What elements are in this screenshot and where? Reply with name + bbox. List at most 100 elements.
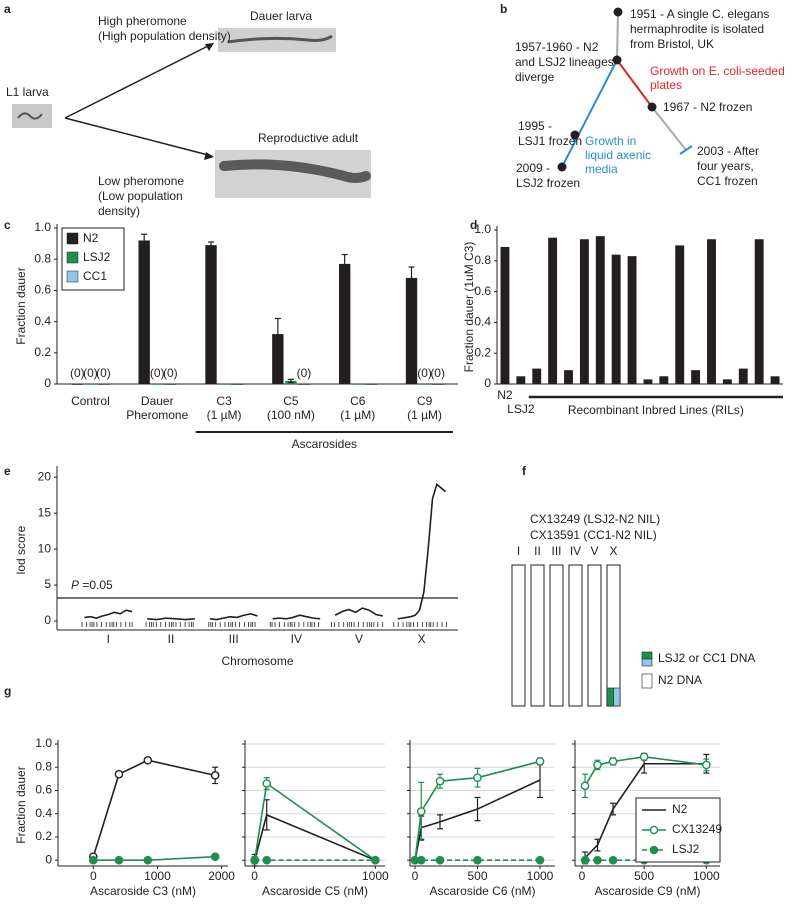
point — [608, 855, 618, 865]
point — [250, 855, 259, 865]
y-tick-label: 0 — [484, 376, 491, 390]
bar — [364, 383, 377, 386]
y-tick-label: 0.2 — [34, 345, 51, 359]
point — [580, 781, 590, 791]
legend-swatch — [66, 232, 79, 245]
legend-label: LSJ2 — [83, 250, 111, 264]
arrow — [64, 43, 213, 119]
value-label: (0) — [417, 366, 432, 380]
x-tick-label: Dauer — [141, 394, 174, 408]
lod-profile — [209, 612, 258, 621]
chromosome — [549, 564, 564, 707]
lineage-branch — [561, 59, 618, 168]
y-tick-label: 1.0 — [474, 222, 491, 236]
point — [435, 776, 445, 786]
y-tick-label: 0.4 — [474, 315, 491, 329]
x-tick-label: (1 µM) — [407, 408, 442, 422]
x-tick-label: C3 — [216, 394, 232, 408]
dauer-worm — [227, 34, 333, 44]
value-label: (0) — [163, 366, 178, 380]
bar — [231, 383, 244, 386]
bar — [84, 384, 97, 385]
event-label: diverge — [515, 70, 555, 84]
series-line — [584, 755, 707, 787]
series-line — [93, 855, 216, 861]
y-tick-label: 15 — [38, 505, 52, 519]
event-label: 1951 - A single C. elegans — [630, 7, 769, 21]
lineage-node — [613, 7, 623, 17]
value-label: (0) — [96, 366, 111, 380]
bar — [164, 383, 177, 386]
x-axis-label: Ascaroside C9 (nM) — [594, 884, 700, 898]
event-label: LSJ2 frozen — [516, 176, 580, 190]
bar — [595, 236, 605, 384]
bar — [272, 334, 284, 384]
legend-label: N2 — [672, 802, 688, 816]
lod-profile — [147, 617, 195, 621]
x-axis-label: Ascaroside C3 (nM) — [90, 884, 196, 898]
event-label: 2003 - After — [697, 144, 759, 158]
y-tick-label: 0.4 — [34, 314, 51, 328]
legend-swatch — [66, 270, 79, 283]
x-tick-label: II — [168, 632, 175, 646]
lineage-branch — [651, 106, 687, 151]
bar — [151, 384, 163, 385]
point — [262, 779, 272, 788]
point — [210, 771, 220, 780]
point — [416, 855, 426, 865]
event-label: CC1 frozen — [697, 174, 758, 188]
point — [608, 757, 618, 766]
x-tick-label: 0 — [251, 869, 258, 883]
bar — [516, 376, 526, 384]
point — [143, 755, 153, 765]
x-axis-label: Ascaroside C6 (nM) — [429, 884, 535, 898]
y-tick-label: 1.0 — [35, 736, 52, 750]
bar — [138, 240, 150, 384]
strain-label: CX13591 (CC1-N2 NIL) — [530, 528, 657, 542]
lineage-node — [570, 130, 580, 140]
strain-label: CX13249 (LSJ2-N2 NIL) — [530, 512, 660, 526]
legend-label: CX13249 — [672, 822, 722, 836]
x-tick-label: 1000 — [693, 869, 720, 883]
legend-marker — [649, 825, 659, 835]
y-tick-label: 20 — [38, 469, 52, 483]
x-tick-label: 0 — [412, 869, 419, 883]
legend-swatch — [641, 673, 653, 689]
y-tick-label: 0.8 — [474, 253, 491, 267]
y-tick-label: 0.6 — [34, 283, 51, 297]
chromosome-label: V — [590, 544, 598, 558]
y-axis-label: Fraction dauer (1uM C3) — [462, 242, 476, 373]
threshold-symbol: P — [71, 578, 79, 592]
chromosome-label: X — [609, 544, 617, 558]
x-tick-label: Control — [71, 394, 110, 408]
threshold-label: P =0.05 — [71, 578, 113, 592]
condition-label: plates — [650, 78, 682, 92]
y-tick-label: 0 — [45, 852, 52, 866]
bar — [564, 370, 573, 384]
lod-profile — [272, 614, 321, 620]
legend-marker — [649, 845, 659, 855]
x-tick-label: LSJ2 — [507, 402, 535, 416]
x-tick-label: 500 — [634, 869, 654, 883]
lod-profile — [334, 607, 383, 617]
panel-label: g — [4, 684, 11, 698]
condition-label: media — [585, 162, 618, 176]
condition-label: liquid axenic — [585, 148, 651, 162]
bar — [722, 379, 732, 384]
x-tick-label: C6 — [350, 394, 366, 408]
group-label: Recombinant Inbred Lines (RILs) — [568, 403, 744, 417]
y-tick-label: 0 — [44, 376, 51, 390]
value-label: (0) — [150, 366, 165, 380]
condition-label: density) — [98, 204, 140, 218]
lineage-node — [647, 102, 657, 112]
event-label: hermaphrodite is isolated — [630, 22, 764, 36]
x-tick-label: X — [418, 632, 426, 646]
x-tick-label: (1 µM) — [340, 408, 375, 422]
y-tick-label: 0 — [44, 613, 51, 627]
condition-label: (High population density) — [98, 29, 231, 43]
point — [114, 769, 124, 779]
y-tick-label: 5 — [44, 577, 51, 591]
legend-label: N2 DNA — [658, 673, 702, 687]
y-tick-label: 10 — [38, 541, 52, 555]
